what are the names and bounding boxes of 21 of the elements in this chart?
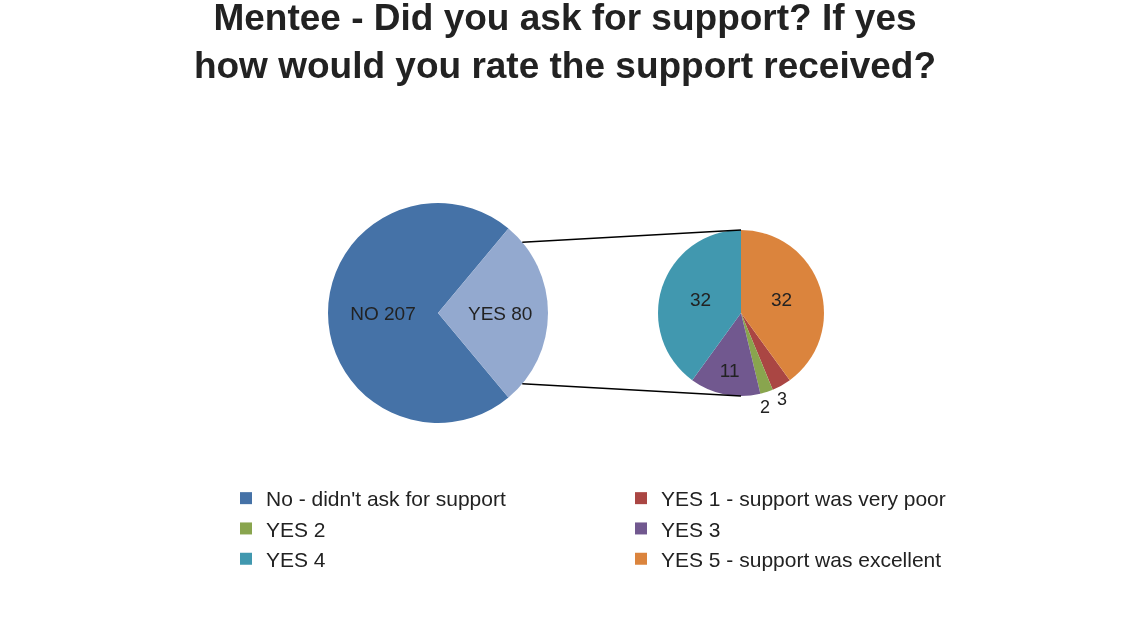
data-label: 11: [719, 359, 740, 381]
pie-slice: [741, 313, 773, 394]
data-label: YES 80: [468, 302, 533, 324]
pie-slice: [692, 313, 761, 396]
legend-label: YES 5 - support was excellent: [661, 547, 942, 571]
legend-label: YES 3: [661, 517, 721, 541]
pie-slice: [328, 203, 509, 423]
chart-title: Mentee - Did you ask for support? If yes how would you rate the support received?: [193, 0, 937, 87]
data-label: 32: [689, 289, 712, 311]
data-label: 32: [770, 289, 793, 311]
data-label: NO 207: [350, 302, 416, 324]
data-label: 2: [760, 397, 771, 417]
pie-slice: [658, 230, 741, 381]
pie-slice: [741, 313, 790, 390]
legend-label: No - didn't ask for support: [266, 487, 506, 511]
legend-label: YES 2: [266, 517, 326, 541]
legend-label: YES 1 - support was very poor: [661, 487, 946, 511]
legend-label: YES 4: [266, 547, 326, 571]
pie-slice: [438, 228, 548, 398]
pie-slice: [741, 230, 824, 381]
data-label: 3: [777, 389, 788, 409]
